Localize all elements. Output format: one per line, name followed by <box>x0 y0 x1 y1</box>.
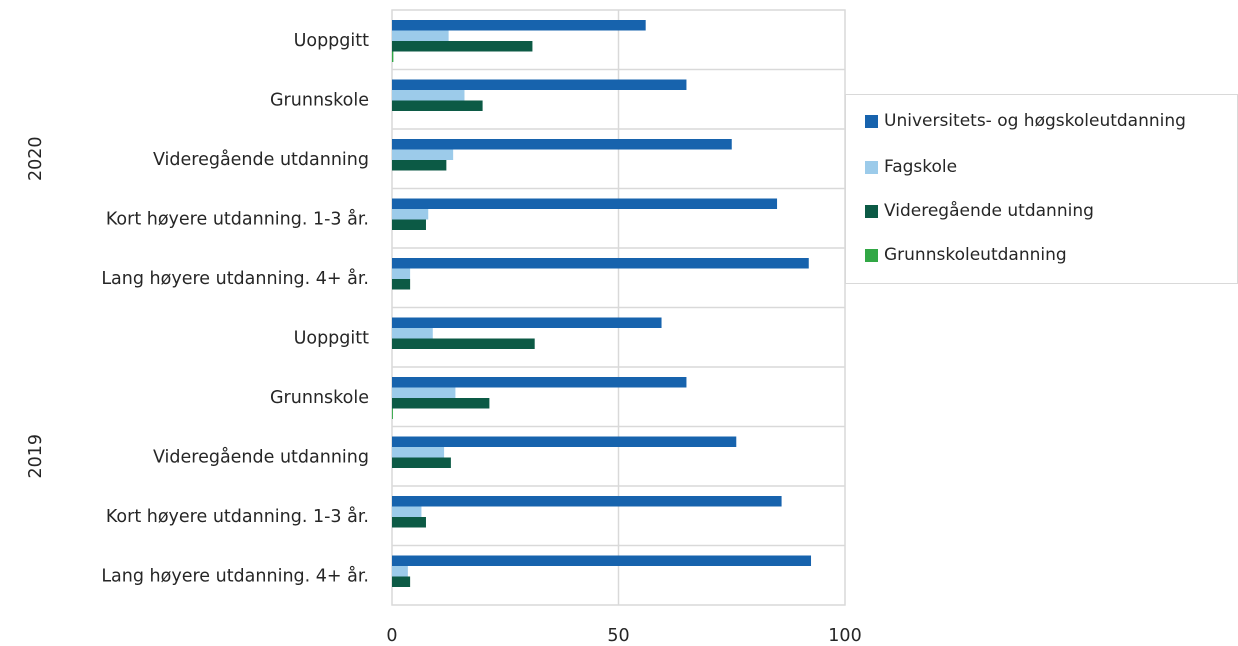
group-label: 2020 <box>26 136 46 181</box>
legend-item-videregaende: Videregående utdanning <box>865 201 1094 221</box>
bar-fagskole <box>392 387 456 398</box>
bar-universitets <box>392 555 812 566</box>
bar-universitets <box>392 436 737 447</box>
x-tick-label: 0 <box>386 626 397 646</box>
bar-universitets <box>392 496 782 507</box>
category-label: Grunnskole <box>270 388 369 408</box>
legend-label: Videregående utdanning <box>884 201 1094 221</box>
group-label: 2019 <box>26 434 46 479</box>
x-tick-label: 50 <box>607 626 629 646</box>
bar-universitets <box>392 317 662 328</box>
legend-label: Fagskole <box>884 157 958 177</box>
category-label: Videregående utdanning <box>153 446 369 467</box>
legend-label: Universitets- og høgskoleutdanning <box>884 111 1186 131</box>
bar-videregående <box>392 457 451 468</box>
category-label: Uoppgitt <box>294 31 370 51</box>
bar-fagskole <box>392 209 429 220</box>
bar-fagskole <box>392 328 433 339</box>
legend: Universitets- og høgskoleutdanning Fagsk… <box>845 94 1238 284</box>
category-label: Lang høyere utdanning. 4+ år. <box>101 268 369 289</box>
bar-grunnskoleutdanning <box>392 51 394 62</box>
legend-item-universitet: Universitets- og høgskoleutdanning <box>865 111 1186 131</box>
bar-videregående <box>392 279 411 290</box>
bar-universitets <box>392 258 809 269</box>
bar-videregående <box>392 100 483 111</box>
bar-videregående <box>392 338 535 349</box>
bar-universitets <box>392 20 646 31</box>
legend-swatch <box>865 248 878 262</box>
legend-swatch <box>865 204 878 218</box>
bar-universitets <box>392 139 732 150</box>
bar-universitets <box>392 79 687 90</box>
legend-label: Grunnskoleutdanning <box>884 245 1067 265</box>
category-label: Lang høyere utdanning. 4+ år. <box>101 565 369 586</box>
category-label: Kort høyere utdanning. 1-3 år. <box>106 506 369 527</box>
legend-item-fagskole: Fagskole <box>865 157 957 177</box>
bars <box>392 20 812 587</box>
bar-fagskole <box>392 447 445 458</box>
bar-videregående <box>392 576 411 587</box>
bar-fagskole <box>392 149 454 160</box>
category-label: Kort høyere utdanning. 1-3 år. <box>106 208 369 229</box>
legend-swatch <box>865 160 878 174</box>
category-label: Grunnskole <box>270 90 369 110</box>
category-labels: Uoppgitt Grunnskole Videregående utdanning… <box>101 31 369 587</box>
group-labels: 2020 2019 <box>26 136 46 478</box>
bar-universitets <box>392 198 778 209</box>
category-label: Videregående utdanning <box>153 149 369 170</box>
x-tick-labels: 0 50 100 <box>386 626 861 646</box>
bar-fagskole <box>392 566 408 577</box>
bar-grunnskoleutdanning <box>392 408 393 419</box>
bar-videregående <box>392 219 426 230</box>
bar-fagskole <box>392 268 411 279</box>
bar-fagskole <box>392 506 422 517</box>
category-label: Uoppgitt <box>294 328 370 348</box>
legend-item-grunnskole: Grunnskoleutdanning <box>865 245 1067 265</box>
bar-fagskole <box>392 30 449 41</box>
bar-universitets <box>392 377 687 388</box>
bar-videregående <box>392 160 447 171</box>
bar-fagskole <box>392 90 465 101</box>
bar-videregående <box>392 41 533 52</box>
bar-videregående <box>392 398 490 409</box>
x-tick-label: 100 <box>828 626 861 646</box>
bar-videregående <box>392 517 426 528</box>
legend-swatch <box>865 114 878 128</box>
